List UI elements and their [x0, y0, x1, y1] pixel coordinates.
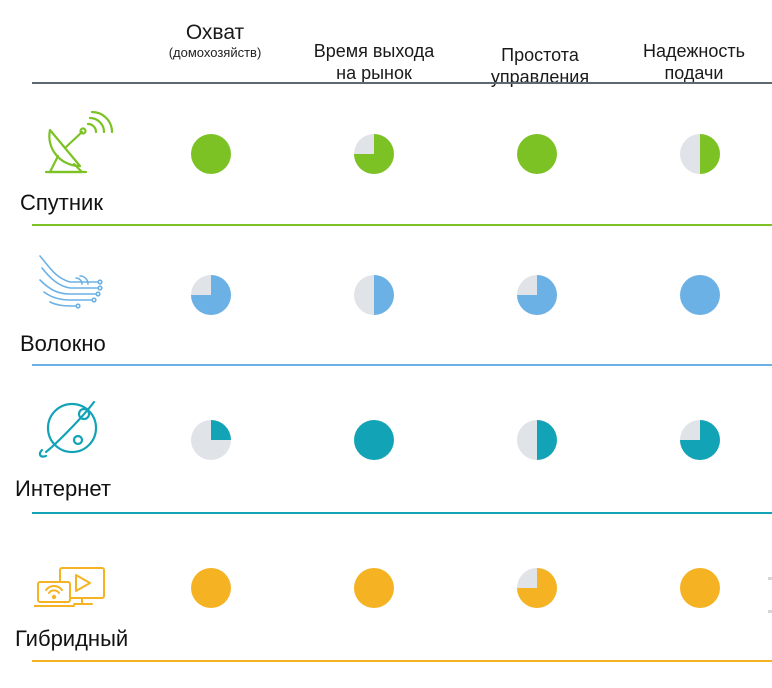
column-header-label: Охват — [185, 21, 245, 44]
rating-pie-fill — [191, 275, 231, 315]
rating-pie-background — [191, 134, 231, 174]
rating-pie — [191, 568, 231, 608]
rating-pie — [354, 134, 394, 174]
rating-pie — [517, 134, 557, 174]
rating-pie — [354, 275, 394, 315]
satellite-dish-icon — [44, 110, 114, 174]
rating-pie — [517, 275, 557, 315]
rating-pie — [191, 275, 231, 315]
column-header-label: Надежность подачи — [643, 41, 745, 83]
rating-pie-fill — [517, 568, 557, 608]
rating-pie-background — [680, 568, 720, 608]
column-header-label: Время выхода на рынок — [313, 41, 435, 83]
rating-pie-fill — [680, 420, 720, 460]
row-label-internet: Интернет — [15, 476, 111, 501]
row-divider-fiber — [32, 364, 772, 366]
internet-globe-icon — [38, 400, 98, 458]
rating-pie — [680, 568, 720, 608]
rating-pie-fill — [517, 275, 557, 315]
fiber-optic-icon — [39, 255, 103, 309]
rating-pie — [191, 134, 231, 174]
row-divider-hybrid — [32, 660, 772, 662]
rating-pie-fill — [211, 420, 231, 440]
row-label-fiber: Волокно — [20, 331, 106, 356]
header-divider — [32, 82, 772, 84]
column-header-sublabel: (домохозяйств) — [168, 45, 262, 60]
row-label-satellite: Спутник — [20, 190, 103, 215]
rating-pie-background — [680, 275, 720, 315]
rating-pie-background — [354, 568, 394, 608]
rating-pie — [354, 568, 394, 608]
column-header-label: Простота управления — [490, 45, 590, 87]
column-header-time-to-market: Время выхода на рынок — [294, 18, 454, 84]
rating-pie-fill — [700, 134, 720, 174]
column-header-reach: Охват (домохозяйств) — [135, 20, 295, 60]
rating-pie — [680, 420, 720, 460]
row-divider-internet — [32, 512, 772, 514]
rating-pie-background — [191, 568, 231, 608]
edge-mark — [768, 577, 772, 580]
rating-pie — [517, 568, 557, 608]
rating-pie — [191, 420, 231, 460]
edge-mark — [768, 610, 772, 613]
rating-pie — [517, 420, 557, 460]
rating-pie-background — [517, 134, 557, 174]
row-label-hybrid: Гибридный — [15, 626, 129, 651]
rating-pie-background — [354, 420, 394, 460]
rating-pie-fill — [537, 420, 557, 460]
rating-pie-fill — [354, 134, 394, 174]
rating-pie-fill — [374, 275, 394, 315]
column-header-delivery-reliability: Надежность подачи — [614, 18, 772, 84]
column-header-ease-of-management: Простота управления — [460, 22, 620, 88]
rating-pie — [680, 275, 720, 315]
hybrid-devices-icon — [34, 567, 105, 607]
row-divider-satellite — [32, 224, 772, 226]
rating-pie — [354, 420, 394, 460]
rating-pie — [680, 134, 720, 174]
